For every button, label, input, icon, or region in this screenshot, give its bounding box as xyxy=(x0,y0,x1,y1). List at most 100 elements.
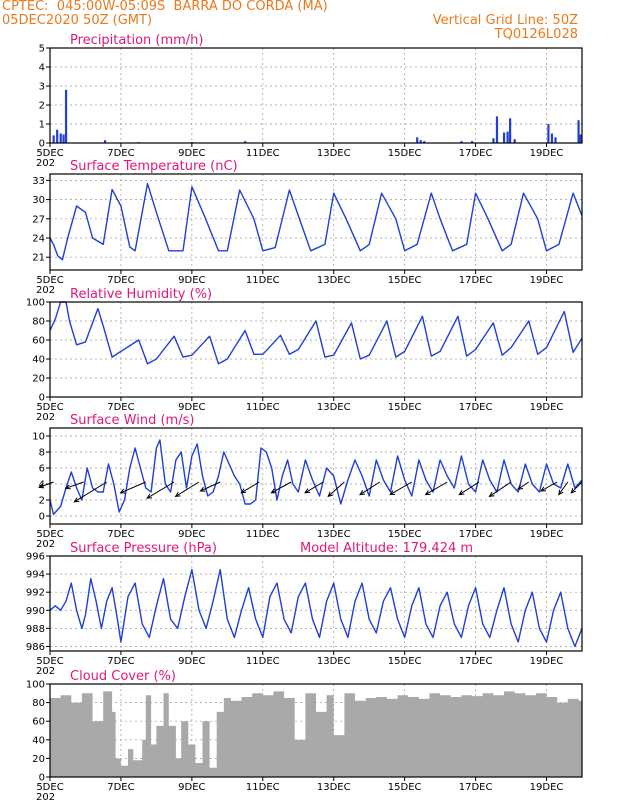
temp-xtick-label: 7DEC xyxy=(107,275,134,286)
wind-arrow xyxy=(517,481,530,490)
wind-arrow-head xyxy=(424,490,431,496)
cloud-ytick-label: 0 xyxy=(39,773,45,784)
wind-frame xyxy=(49,427,583,525)
pres-ytick-label: 996 xyxy=(26,552,45,563)
pres-frame xyxy=(49,555,583,652)
wind-arrow-head xyxy=(119,488,126,494)
precip-bar xyxy=(579,134,582,143)
wind-ytick-label: 2 xyxy=(39,496,45,507)
rh-xtick-label: 11DEC xyxy=(246,402,280,413)
precip-bar xyxy=(506,131,509,143)
location-header: CPTEC: 045:00W-05:09S BARRA DO CORDA (MA… xyxy=(2,0,328,14)
wind-year-label: 202 xyxy=(36,539,55,550)
pres-ytick-label: 992 xyxy=(26,588,45,599)
temp-xtick-label: 13DEC xyxy=(317,275,351,286)
pres-title: Surface Pressure (hPa) xyxy=(70,541,217,556)
wind-arrow-head xyxy=(64,484,71,490)
precip-bar xyxy=(64,89,68,143)
wind-arrow xyxy=(459,481,480,496)
precip-bar xyxy=(509,118,512,143)
wind-ytick-label: 10 xyxy=(32,432,45,443)
temp-year-label: 202 xyxy=(36,285,55,296)
pres-xtick-label: 17DEC xyxy=(459,656,493,667)
rh-xtick-label: 7DEC xyxy=(107,402,134,413)
wind-xtick-label: 7DEC xyxy=(107,529,134,540)
cloud-xtick-label: 13DEC xyxy=(317,782,351,793)
temp-xtick-label: 11DEC xyxy=(246,275,280,286)
wind-ytick-label: 8 xyxy=(39,448,45,459)
precip-bar xyxy=(103,140,107,143)
temp-xtick-label: 19DEC xyxy=(530,275,564,286)
wind-arrow-head xyxy=(199,486,206,492)
rh-ytick-label: 80 xyxy=(32,317,45,328)
rh-xtick-label: 17DEC xyxy=(459,402,493,413)
rh-ytick-label: 20 xyxy=(32,374,45,385)
precip-bar xyxy=(502,132,506,143)
cloud-ytick-label: 100 xyxy=(26,680,45,691)
pres-ytick-label: 988 xyxy=(26,624,45,635)
cloud-xtick-label: 5DEC xyxy=(36,782,63,793)
cloud-ytick-label: 40 xyxy=(32,735,45,746)
wind-arrow-head xyxy=(240,488,247,494)
precip-bar xyxy=(460,141,463,143)
temp-ytick-label: 27 xyxy=(32,214,45,225)
date-header: 05DEC2020 50Z (GMT) xyxy=(2,13,153,28)
precip-xtick-label: 15DEC xyxy=(388,148,422,159)
wind-arrow xyxy=(65,481,84,489)
cloud-ytick-label: 20 xyxy=(32,754,45,765)
temp-xtick-label: 15DEC xyxy=(388,275,422,286)
precip-ytick-label: 1 xyxy=(39,120,45,131)
wind-arrow xyxy=(558,481,569,495)
temp-ytick-label: 30 xyxy=(32,195,45,206)
precip-bar xyxy=(423,141,426,143)
precip-bar xyxy=(56,129,59,143)
rh-xtick-label: 15DEC xyxy=(388,402,422,413)
wind-series-line xyxy=(49,439,583,516)
precip-ytick-label: 4 xyxy=(39,63,45,74)
wind-arrow xyxy=(570,481,583,494)
rh-ytick-label: 40 xyxy=(32,355,45,366)
wind-arrow-head xyxy=(38,483,45,489)
wind-arrow xyxy=(359,481,381,496)
pres-xtick-label: 5DEC xyxy=(36,656,63,667)
precip-title: Precipitation (mm/h) xyxy=(70,33,203,48)
pres-ytick-label: 986 xyxy=(26,642,45,653)
temp-xtick-label: 9DEC xyxy=(178,275,205,286)
cloud-ytick-label: 80 xyxy=(32,698,45,709)
rh-ytick-label: 0 xyxy=(39,393,45,404)
wind-arrow-head xyxy=(327,491,334,498)
rh-title: Relative Humidity (%) xyxy=(70,287,212,302)
wind-arrow xyxy=(38,481,54,488)
rh-frame xyxy=(49,301,583,398)
wind-xtick-label: 19DEC xyxy=(530,529,564,540)
wind-xtick-label: 17DEC xyxy=(459,529,493,540)
cloud-title: Cloud Cover (%) xyxy=(70,669,176,684)
temp-frame xyxy=(49,173,583,271)
wind-arrow xyxy=(304,481,324,494)
wind-arrow-head xyxy=(570,487,577,494)
wind-arrow xyxy=(389,481,413,496)
pres-ytick-label: 994 xyxy=(26,570,45,581)
precip-xtick-label: 17DEC xyxy=(459,148,493,159)
pres-xtick-label: 9DEC xyxy=(178,656,205,667)
precip-year-label: 202 xyxy=(36,158,55,169)
rh-series-line xyxy=(49,301,583,365)
cloud-xtick-label: 17DEC xyxy=(459,782,493,793)
temp-xtick-label: 17DEC xyxy=(459,275,493,286)
precip-bar xyxy=(495,116,499,143)
precip-bar xyxy=(59,133,62,143)
precip-xtick-label: 13DEC xyxy=(317,148,351,159)
wind-arrow xyxy=(74,481,108,503)
pres-xtick-label: 19DEC xyxy=(530,656,564,667)
temp-ytick-label: 21 xyxy=(32,253,45,264)
cloud-xtick-label: 9DEC xyxy=(178,782,205,793)
rh-xtick-label: 9DEC xyxy=(178,402,205,413)
rh-year-label: 202 xyxy=(36,412,55,423)
wind-arrow-head xyxy=(539,486,547,492)
pres-ytick-label: 990 xyxy=(26,606,45,617)
wind-xtick-label: 5DEC xyxy=(36,529,63,540)
precip-frame xyxy=(49,47,583,144)
rh-xtick-label: 13DEC xyxy=(317,402,351,413)
pres-xtick-label: 7DEC xyxy=(107,656,134,667)
